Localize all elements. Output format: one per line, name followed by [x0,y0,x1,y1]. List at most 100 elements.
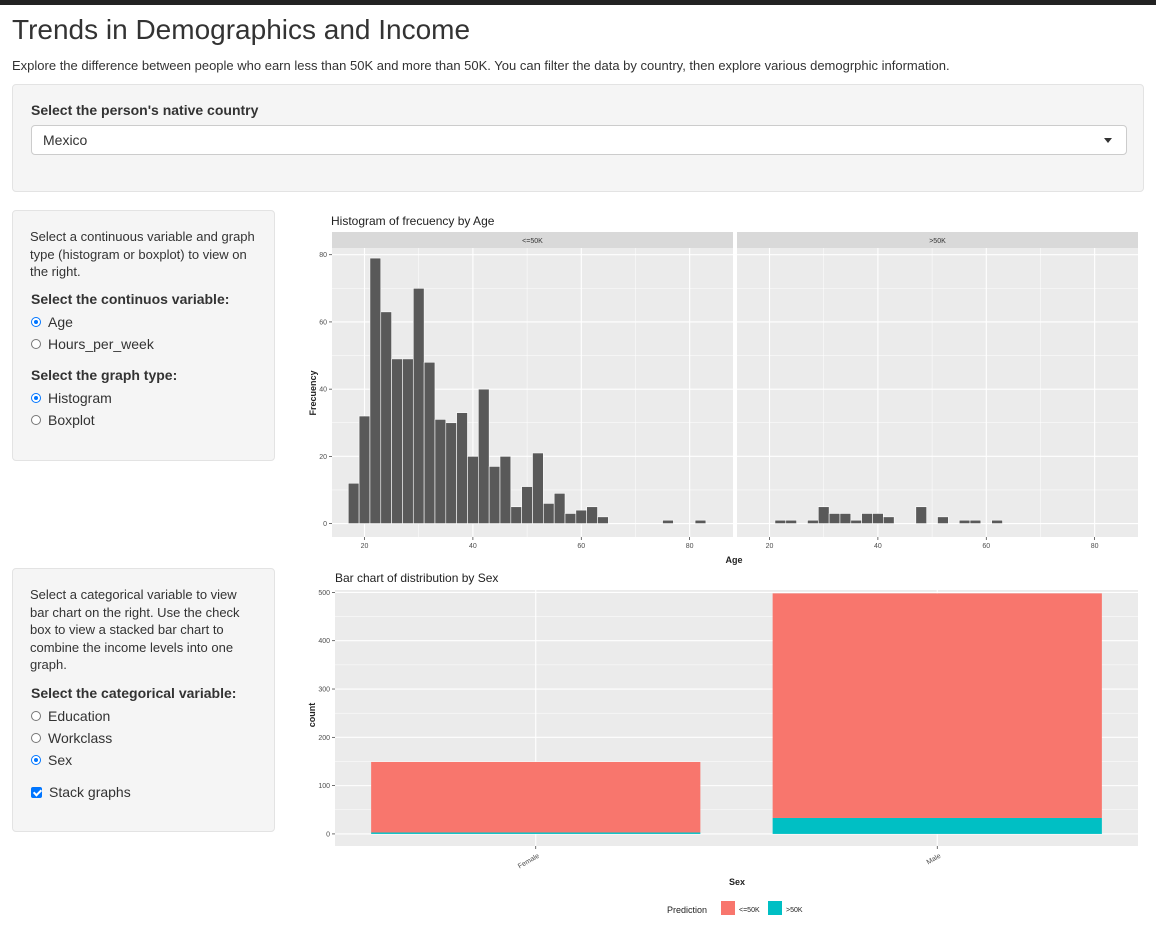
histogram-bar [412,288,425,524]
radio-label: Hours_per_week [48,336,154,352]
histogram-panel [737,248,1138,537]
histogram-bar [883,516,895,524]
stacked-bar-segment [371,832,701,834]
histogram-bar [958,519,971,524]
radio-label: Sex [48,752,73,768]
facet-strip [332,232,733,248]
continuous-panel: Select a continuous variable and graph t… [12,210,275,461]
stacked-bar-segment [371,761,701,833]
country-select[interactable]: Mexico [31,125,1127,155]
histogram-bar [532,452,544,524]
radio-hours-per-week[interactable]: Hours_per_week [31,335,154,353]
histogram-bar [785,519,797,524]
legend-title: Prediction [667,905,707,915]
histogram-bar [553,493,566,524]
y-tick-label: 80 [319,252,327,259]
histogram-bar [402,358,414,524]
x-tick-label: 80 [686,543,694,550]
top-bar [0,0,1156,5]
radio-age[interactable]: Age [31,313,73,331]
x-tick-label: 40 [469,543,477,550]
stacked-bar-segment [772,817,1102,834]
histogram-bar [380,311,392,524]
graph-type-label: Select the graph type: [31,367,178,383]
x-tick-label: Female [517,853,541,871]
histogram-bar [662,519,674,524]
histogram-bar [828,513,841,524]
histogram-bar [391,358,403,524]
histogram-bar [543,503,555,524]
legend-label: <=50K [739,907,760,914]
y-tick-label: 300 [318,687,330,694]
histogram-bar [564,513,577,524]
legend-label: >50K [786,907,803,914]
continuous-description: Select a continuous variable and graph t… [30,229,255,279]
y-tick-label: 0 [323,521,327,528]
checkbox-label: Stack graphs [49,784,131,800]
radio-sex[interactable]: Sex [31,751,72,769]
categorical-description: Select a categorical variable to view ba… [30,587,240,672]
y-tick-label: 400 [318,638,330,645]
categorical-variable-label: Select the categorical variable: [31,685,237,701]
radio-label: Education [48,708,111,724]
radio-button-icon[interactable] [31,393,41,403]
legend-swatch [768,901,782,915]
histogram-bar [423,361,436,524]
histogram-bar [937,516,949,524]
radio-button-icon[interactable] [31,711,41,721]
histogram-bar [499,456,512,524]
y-tick-label: 100 [318,783,330,790]
histogram-bar [369,257,382,524]
histogram-bar [991,519,1003,524]
country-panel: Select the person's native country Mexic… [12,84,1144,192]
y-tick-label: 20 [319,454,327,461]
x-tick-label: 60 [577,543,585,550]
histogram-bar [774,519,787,524]
radio-label: Histogram [48,390,112,406]
stacked-bar-segment [772,593,1102,818]
facet-label: <=50K [522,238,543,245]
histogram-title: Histogram of frecuency by Age [331,214,495,228]
radio-boxplot[interactable]: Boxplot [31,411,95,429]
histogram-bar [586,506,598,524]
bar-chart-title: Bar chart of distribution by Sex [335,571,498,585]
radio-button-icon[interactable] [31,415,41,425]
histogram-bar [861,513,873,524]
y-tick-label: 0 [326,831,330,838]
histogram-bar [478,388,490,524]
histogram-bar [597,516,609,524]
country-label: Select the person's native country [31,102,259,118]
stack-graphs-checkbox[interactable]: Stack graphs [31,783,131,801]
histogram-bar [358,415,371,524]
histogram-bar [434,419,447,524]
radio-label: Age [48,314,73,330]
y-tick-label: 500 [318,590,330,597]
histogram-bar [575,509,587,524]
chevron-down-icon[interactable] [1104,138,1112,143]
radio-education[interactable]: Education [31,707,110,725]
radio-histogram[interactable]: Histogram [31,389,112,407]
legend-swatch [721,901,735,915]
radio-button-icon[interactable] [31,755,41,765]
radio-button-icon[interactable] [31,317,41,327]
facet-strip [737,232,1138,248]
histogram-bar [969,519,982,524]
radio-label: Workclass [48,730,113,746]
histogram-x-label: Age [725,555,742,565]
histogram-bar [445,422,457,524]
histogram-chart: Histogram of frecuency by Age Frecuency Ag… [308,214,1138,565]
radio-button-icon[interactable] [31,339,41,349]
histogram-bar [521,486,533,524]
continuous-variable-label: Select the continuos variable: [31,291,230,307]
x-tick-label: 20 [361,543,369,550]
facet-label: >50K [929,238,946,245]
radio-workclass[interactable]: Workclass [31,729,112,747]
checkbox-checked-icon[interactable] [31,786,42,798]
y-tick-label: 40 [319,387,327,394]
histogram-y-label: Frecuency [308,370,318,415]
y-tick-label: 60 [319,319,327,326]
histogram-bar [915,506,927,524]
radio-button-icon[interactable] [31,733,41,743]
histogram-bar [850,519,862,524]
categorical-panel: Select a categorical variable to view ba… [12,568,275,832]
